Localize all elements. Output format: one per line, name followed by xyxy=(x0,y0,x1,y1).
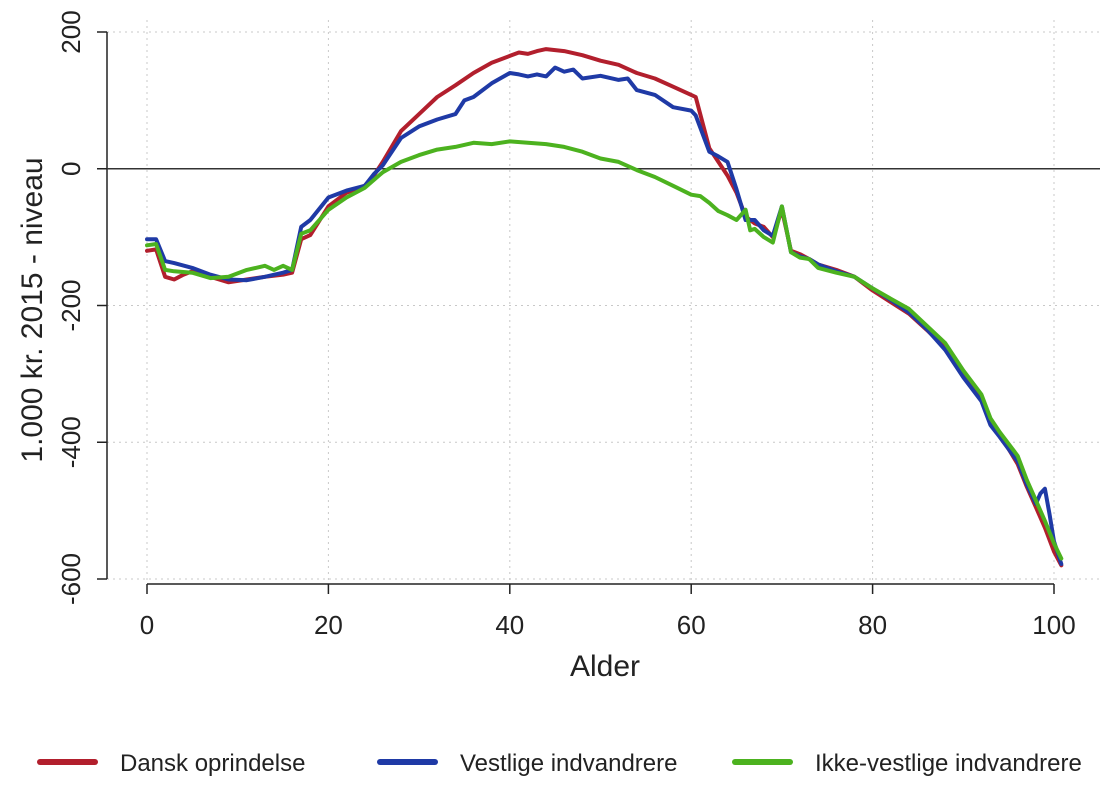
series-lines xyxy=(145,47,1064,568)
series-line-1 xyxy=(145,47,1064,568)
y-tick-label: -400 xyxy=(56,416,86,468)
series-line-2 xyxy=(145,65,1064,566)
y-tick-label: 200 xyxy=(56,10,86,53)
axes: -600 -400 -200 0 200 0 20 40 60 80 100 xyxy=(56,10,1100,640)
legend-label: Vestlige indvandrere xyxy=(460,750,677,777)
x-tick-label: 60 xyxy=(677,610,706,640)
x-tick-label: 40 xyxy=(495,610,524,640)
legend-label: Ikke-vestlige indvandrere xyxy=(815,750,1082,777)
x-tick-label: 20 xyxy=(314,610,343,640)
legend-label: Dansk oprindelse xyxy=(120,750,305,777)
legend: Dansk oprindelse Vestlige indvandrere Ikke… xyxy=(37,750,1082,777)
y-tick-label: 0 xyxy=(56,162,86,176)
x-tick-label: 80 xyxy=(858,610,887,640)
y-axis-title: 1.000 kr. 2015 - niveau xyxy=(16,157,49,462)
y-tick-label: -200 xyxy=(56,279,86,331)
x-axis-title: Alder xyxy=(570,650,640,683)
grid-lines xyxy=(107,20,1100,583)
x-tick-label: 100 xyxy=(1032,610,1075,640)
y-tick-label: -600 xyxy=(56,553,86,605)
x-tick-label: 0 xyxy=(140,610,154,640)
series-line-3 xyxy=(145,139,1064,561)
